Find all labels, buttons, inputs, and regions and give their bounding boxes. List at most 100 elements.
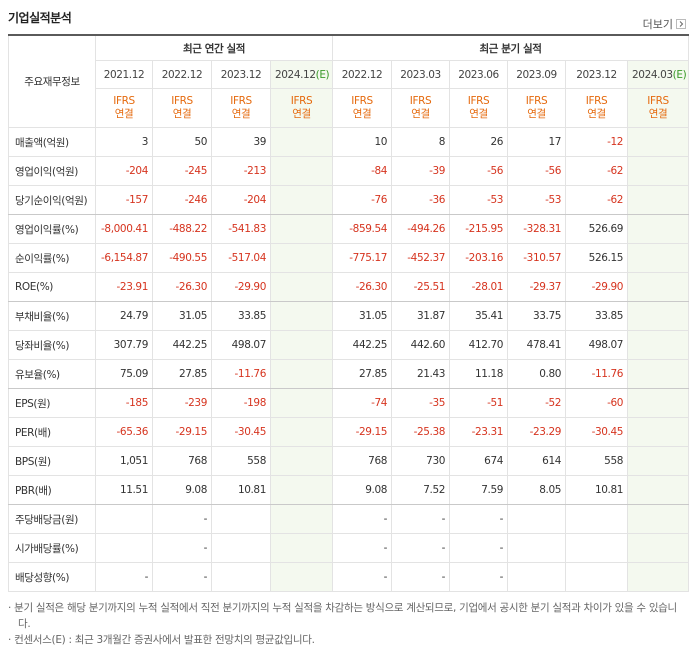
value-cell: -29.15	[152, 417, 212, 447]
value-cell	[627, 127, 690, 157]
row-label: BPS(원)	[8, 446, 96, 476]
value-cell: -245	[152, 156, 212, 186]
value-cell: -517.04	[211, 243, 271, 273]
accounting-standard: IFRS	[171, 95, 193, 107]
value-cell	[211, 504, 271, 534]
row-label: 당기순이익(억원)	[8, 185, 96, 215]
value-cell	[95, 533, 153, 563]
value-cell: -	[332, 562, 393, 592]
value-cell	[627, 301, 690, 331]
value-cell: -84	[332, 156, 393, 186]
value-cell: -62	[565, 185, 629, 215]
data-row: 당기순이익(억원) -157 -246 -204 -76 -36 -53 -53 -62	[8, 185, 690, 215]
value-cell: -	[152, 504, 212, 534]
period-header: 2023.06	[449, 60, 509, 89]
value-cell: 26	[449, 127, 509, 157]
period-header: 2022.12	[332, 60, 393, 89]
more-link[interactable]: 더보기	[643, 16, 686, 32]
period: 2023.12	[220, 68, 262, 81]
data-row: 주당배당금(원) - - - -	[8, 504, 690, 534]
value-cell: 8	[391, 127, 451, 157]
note: · 분기 실적은 해당 분기까지의 누적 실적에서 직전 분기까지의 누적 실적…	[8, 600, 688, 632]
value-cell: 33.85	[565, 301, 629, 331]
value-cell: -	[391, 533, 451, 563]
section-title: 기업실적분석	[8, 11, 72, 25]
value-cell: 526.15	[565, 243, 629, 273]
value-cell: 11.18	[449, 359, 509, 389]
value-cell: 526.69	[565, 214, 629, 244]
value-cell	[627, 185, 690, 215]
value-cell: 21.43	[391, 359, 451, 389]
financial-table: 주요재무정보 최근 연간 실적 최근 분기 실적 2021.12 2022.12 2023…	[8, 34, 690, 592]
value-cell: -8,000.41	[95, 214, 153, 244]
period-header: 2022.12	[152, 60, 212, 89]
period: 2022.12	[161, 68, 203, 81]
value-cell	[565, 504, 629, 534]
value-cell	[269, 127, 334, 157]
value-cell: 27.85	[152, 359, 212, 389]
data-row: PBR(배) 11.51 9.08 10.81 9.08 7.52 7.59 8.05 10.8…	[8, 475, 690, 505]
value-cell	[627, 475, 690, 505]
value-cell: 614	[507, 446, 567, 476]
value-cell: 9.08	[152, 475, 212, 505]
value-cell: -157	[95, 185, 153, 215]
value-cell: -541.83	[211, 214, 271, 244]
period: 2023.12	[576, 68, 617, 81]
value-cell	[627, 417, 690, 447]
consolidation-basis: 연결	[231, 108, 251, 120]
value-cell: -	[449, 504, 509, 534]
value-cell	[269, 475, 334, 505]
value-cell: -859.54	[332, 214, 393, 244]
value-cell: -246	[152, 185, 212, 215]
value-cell: 412.70	[449, 330, 509, 360]
value-cell	[565, 562, 629, 592]
value-cell	[269, 417, 334, 447]
value-cell: -	[449, 562, 509, 592]
value-cell: -494.26	[391, 214, 451, 244]
accounting-standard: IFRS	[230, 95, 252, 107]
value-cell: 7.59	[449, 475, 509, 505]
data-row: PER(배) -65.36 -29.15 -30.45 -29.15 -25.38 -23.…	[8, 417, 690, 447]
value-cell: -29.90	[211, 272, 271, 302]
value-cell	[627, 388, 690, 418]
accounting-standard: IFRS	[467, 95, 490, 107]
period-header: 2023.09	[507, 60, 567, 89]
row-label: 매출액(억원)	[8, 127, 96, 157]
bullet: ·	[8, 634, 15, 646]
standard-row: IFRS 연결 IFRS 연결 IFRS 연결 IFRS 연결 IFRS 연결 IFRS 연결 IFRS…	[9, 88, 690, 128]
consolidation-basis: 연결	[587, 108, 606, 120]
value-cell: -11.76	[565, 359, 629, 389]
value-cell: -203.16	[449, 243, 509, 273]
value-cell: 27.85	[332, 359, 393, 389]
more-text[interactable]: 더보기	[642, 18, 673, 31]
value-cell: 8.05	[507, 475, 567, 505]
data-row: EPS(원) -185 -239 -198 -74 -35 -51 -52 -60	[8, 388, 690, 418]
period-header: 2024.03(E)	[627, 60, 690, 89]
data-row: 유보율(%) 75.09 27.85 -11.76 27.85 21.43 11.18 0.8…	[8, 359, 690, 389]
standard-header: IFRS 연결	[211, 88, 271, 128]
consolidation-basis: 연결	[172, 108, 192, 120]
value-cell	[269, 330, 334, 360]
value-cell: 10	[332, 127, 393, 157]
period-header: 2024.12(E)	[269, 60, 334, 89]
period: 2023.06	[458, 68, 499, 81]
standard-header: IFRS 연결	[332, 88, 393, 128]
group-header: 최근 분기 실적	[332, 34, 690, 61]
value-cell: 730	[391, 446, 451, 476]
value-cell: -775.17	[332, 243, 393, 273]
consolidation-basis: 연결	[352, 108, 372, 120]
value-cell: -62	[565, 156, 629, 186]
value-cell: -198	[211, 388, 271, 418]
value-cell: -65.36	[95, 417, 153, 447]
value-cell: 31.05	[332, 301, 393, 331]
accounting-standard: IFRS	[409, 95, 432, 107]
value-cell: 768	[152, 446, 212, 476]
value-cell: -23.91	[95, 272, 153, 302]
value-cell	[269, 156, 334, 186]
accounting-standard: IFRS	[647, 95, 669, 107]
group-header: 최근 연간 실적	[94, 34, 334, 61]
value-cell: -204	[211, 185, 271, 215]
value-cell	[627, 533, 690, 563]
value-cell: -23.31	[449, 417, 509, 447]
value-cell: -35	[391, 388, 451, 418]
